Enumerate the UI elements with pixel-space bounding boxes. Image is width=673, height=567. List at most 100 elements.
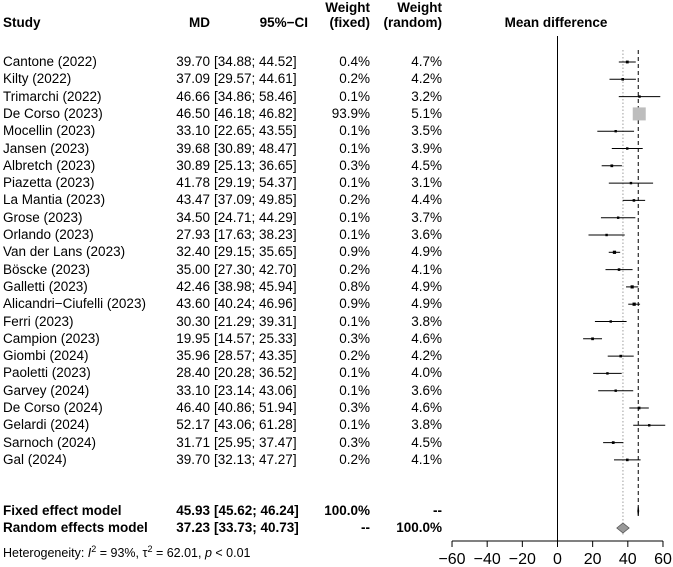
header-weight-random: Weight (random) [372,0,443,30]
study-weight-fixed: 0.9% [339,296,370,312]
study-point-square [614,389,617,392]
study-point-square [630,285,634,289]
x-axis-tick-label: 20 [584,551,602,567]
study-point-square [648,424,651,427]
tau2-symbol: τ [142,546,148,561]
study-weight-random: 3.5% [411,123,442,139]
study-point-square [609,320,612,323]
study-name: Ferri (2023) [3,313,74,329]
study-weight-random: 3.2% [411,88,442,104]
study-weight-fixed: 0.4% [339,54,370,69]
study-ci: [20.28; 36.52] [214,365,297,381]
p-symbol: p [204,546,212,561]
study-point-square [591,337,594,341]
study-ci: [38.98; 45.94] [214,278,297,294]
p-value: < 0.01 [211,546,251,561]
header-weight-fixed-line1: Weight [325,0,370,15]
study-weight-fixed: 0.1% [339,175,370,191]
study-ci: [29.19; 54.37] [214,175,297,191]
tau2-sup: 2 [147,544,153,554]
study-weight-fixed: 0.1% [339,313,370,329]
study-weight-fixed: 0.3% [339,434,370,450]
study-weight-fixed: 0.1% [339,365,370,381]
study-weight-fixed: 0.1% [339,140,370,156]
header-study: Study [3,15,41,30]
study-ci: [37.09; 49.85] [214,192,297,208]
study-name: Orlando (2023) [3,227,94,242]
study-weight-fixed: 0.1% [339,88,370,104]
plot-title: Mean difference [504,15,608,30]
study-md: 34.50 [176,209,210,225]
study-md: 42.46 [176,278,210,294]
study-point-square [638,95,641,98]
summary-name: Random effects model [3,520,148,535]
study-ci: [25.95; 37.47] [214,434,297,450]
x-axis-tick-label: −60 [438,551,465,567]
study-ci: [32.13; 47.27] [214,451,297,467]
study-ci: [34.86; 58.46] [214,88,297,104]
study-weight-random: 4.6% [411,330,442,346]
study-point-square [606,372,609,375]
study-ci: [24.71; 44.29] [214,209,297,225]
header-ci: 95%−CI [259,15,308,30]
header-weight-fixed-line2: (fixed) [329,15,371,30]
study-weight-random: 4.5% [411,157,442,173]
study-ci: [22.65; 43.55] [214,123,297,139]
study-weight-random: 4.2% [411,348,442,364]
study-ci: [40.86; 51.94] [214,400,297,415]
summary-ci: [45.62; 46.24] [214,503,299,518]
study-point-square [605,233,608,237]
study-weight-fixed: 0.3% [339,400,370,415]
study-weight-random: 4.1% [411,261,442,277]
study-md: 46.66 [176,88,210,104]
study-md: 33.10 [176,123,210,139]
study-weight-random: 3.9% [411,140,442,156]
study-md: 28.40 [176,365,210,381]
study-point-square [632,199,636,202]
summary-name: Fixed effect model [3,503,122,518]
study-md: 35.00 [176,261,210,277]
study-name: Mocellin (2023) [3,123,96,139]
study-md: 32.40 [176,244,210,260]
study-ci: [43.06; 61.28] [214,417,297,433]
study-ci: [25.13; 36.65] [214,157,297,173]
study-name: Paoletti (2023) [3,365,91,381]
study-weight-random: 3.8% [411,417,442,433]
study-md: 39.70 [176,54,210,69]
study-md: 31.71 [176,434,210,450]
i2-symbol: I [87,546,92,561]
tau2-value: = 62.01, [152,546,205,561]
i2-value: = 93%, [96,546,143,561]
summary-ci: [33.73; 40.73] [214,520,299,535]
study-weight-fixed: 0.3% [339,157,370,173]
study-weight-fixed: 0.1% [339,382,370,398]
study-md: 19.95 [176,330,210,346]
study-name: Gal (2024) [3,451,67,467]
study-weight-random: 4.4% [411,192,442,208]
study-md: 43.47 [176,192,210,208]
study-md: 43.60 [176,296,210,312]
study-name: Böscke (2023) [3,261,91,277]
summary-md: 37.23 [176,520,210,535]
study-weight-fixed: 0.3% [339,330,370,346]
study-weight-fixed: 0.2% [339,192,370,208]
study-point-square [617,268,621,271]
study-point-square [614,129,617,133]
study-name: De Corso (2024) [3,400,103,415]
study-weight-random: 4.9% [411,244,442,260]
x-axis-tick-label: −40 [474,551,501,567]
study-weight-random: 3.1% [411,175,442,191]
study-ci: [30.89; 48.47] [214,140,297,156]
study-weight-random: 4.2% [411,71,442,87]
study-weight-fixed: 0.2% [339,451,370,467]
summary-weight-random: -- [433,503,442,518]
study-point-square [626,458,629,462]
study-name: Albretch (2023) [3,157,96,173]
study-point-square [625,60,629,64]
study-weight-random: 4.5% [411,434,442,450]
study-md: 27.93 [176,227,210,242]
study-ci: [40.24; 46.96] [214,296,297,312]
study-weight-fixed: 0.1% [339,227,370,242]
